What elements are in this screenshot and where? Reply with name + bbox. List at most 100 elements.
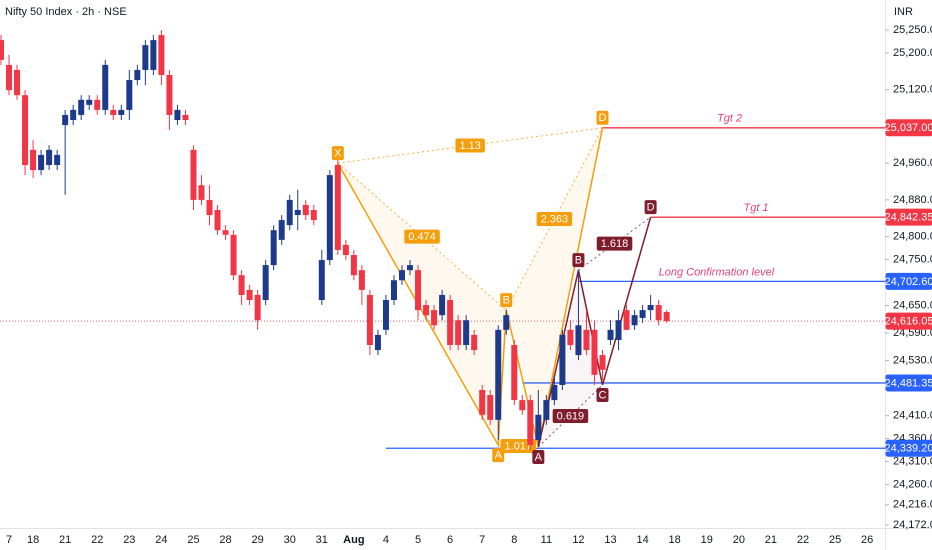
price-badge [885, 272, 932, 290]
candle-body [270, 230, 277, 266]
candle-body [511, 345, 518, 401]
candle-body [519, 400, 526, 411]
candle-body [535, 414, 542, 441]
price-badge [885, 374, 932, 392]
x-tick-label: 19 [701, 534, 713, 546]
pattern-legs [537, 216, 652, 448]
candle-body [86, 99, 93, 105]
candle-body [286, 199, 293, 226]
candle-body [559, 334, 566, 385]
candle-body [94, 99, 101, 110]
candle-body [591, 329, 598, 375]
ratio-box [536, 211, 573, 226]
candle-body [575, 325, 582, 356]
x-tick-label: 29 [252, 534, 264, 546]
point-box [572, 253, 585, 268]
candle-body [182, 114, 189, 120]
candle-body [198, 185, 205, 200]
price-badge [885, 208, 932, 226]
x-tick-label: 30 [284, 534, 296, 546]
candle-body [214, 210, 221, 231]
candle-body [447, 300, 454, 345]
candle-body [14, 69, 21, 96]
levels: Tgt 2 Tgt 1 Long Confirmation level [0, 113, 885, 449]
y-tick-label: 25,250.00 [893, 24, 932, 36]
candle-body [631, 315, 638, 326]
x-tick-label: 18 [669, 534, 681, 546]
point-box [644, 200, 657, 215]
candle-body [334, 165, 341, 250]
y-tick-label: 25,200.00 [893, 47, 932, 59]
candle-body [310, 210, 317, 221]
x-tick-label: 7 [6, 534, 12, 546]
y-tick-label: 24,172.00 [893, 519, 932, 531]
candle-body [54, 154, 61, 165]
x-tick-label: 13 [604, 534, 616, 546]
x-tick-label: 7 [479, 534, 485, 546]
y-tick-label: 24,216.00 [893, 499, 932, 511]
candle-body [366, 294, 373, 345]
ratio-label: 1.618 [601, 238, 629, 250]
candle-body [78, 99, 85, 115]
price-badge [885, 312, 932, 330]
candle-body [206, 199, 213, 216]
candle-body [230, 234, 237, 276]
y-tick-label: 24,590.00 [893, 327, 932, 339]
candle-body [567, 329, 574, 345]
point-label: C [599, 389, 607, 401]
y-tick-label: 24,260.00 [893, 478, 932, 490]
candle-body [607, 329, 614, 340]
candle-body [623, 310, 630, 330]
candle-body [6, 64, 13, 91]
candle-body [382, 300, 389, 330]
candle-body [158, 35, 165, 75]
point-box [331, 146, 344, 161]
candle-body [350, 255, 357, 276]
x-tick-label: 20 [733, 534, 745, 546]
candle-body [246, 289, 253, 300]
candle-body [463, 320, 470, 345]
candle-body [142, 45, 149, 70]
candle-body [431, 310, 438, 326]
x-tick-label: 26 [861, 534, 873, 546]
ratio-label: 1.017 [505, 440, 533, 452]
y-tick-label: 24,750.00 [893, 253, 932, 265]
level-text: Tgt 2 [717, 113, 742, 125]
candle-body [150, 40, 157, 70]
y-tick-label: 24,960.00 [893, 157, 932, 169]
level-text: Tgt 1 [744, 202, 769, 214]
chart-title: Nifty 50 Index · 2h · NSE [5, 6, 127, 18]
ratio-label: 2.363 [541, 213, 569, 225]
candle-body [639, 310, 646, 318]
candle-body [238, 275, 245, 295]
candle-body [302, 204, 309, 216]
candle-body [254, 294, 261, 321]
point-box [500, 293, 513, 308]
candle-body [503, 315, 510, 330]
candle-body [663, 311, 670, 322]
candle-body [423, 305, 430, 316]
pattern-fill [337, 163, 507, 446]
candle-body [399, 270, 405, 281]
point-label: A [495, 450, 503, 462]
ratio-box [404, 229, 440, 244]
x-tick-label: 4 [383, 534, 389, 546]
candle-body [358, 270, 365, 290]
candle-body [583, 329, 590, 351]
candle-body [479, 390, 486, 415]
level-text: Long Confirmation level [659, 266, 775, 278]
point-label: B [503, 295, 510, 307]
candle-body [551, 384, 558, 401]
y-tick-label: 25,120.00 [893, 84, 932, 96]
candle-body [342, 244, 349, 255]
candle-body [471, 334, 478, 351]
candle-body [294, 210, 301, 216]
pattern-fill [506, 127, 603, 447]
ratio-label: 0.619 [557, 410, 585, 422]
candle-body [655, 305, 662, 321]
x-tick-label: 5 [415, 534, 421, 546]
point-label: A [535, 451, 543, 463]
y-tick-label: 24,530.00 [893, 355, 932, 367]
x-tick-label: 22 [91, 534, 103, 546]
